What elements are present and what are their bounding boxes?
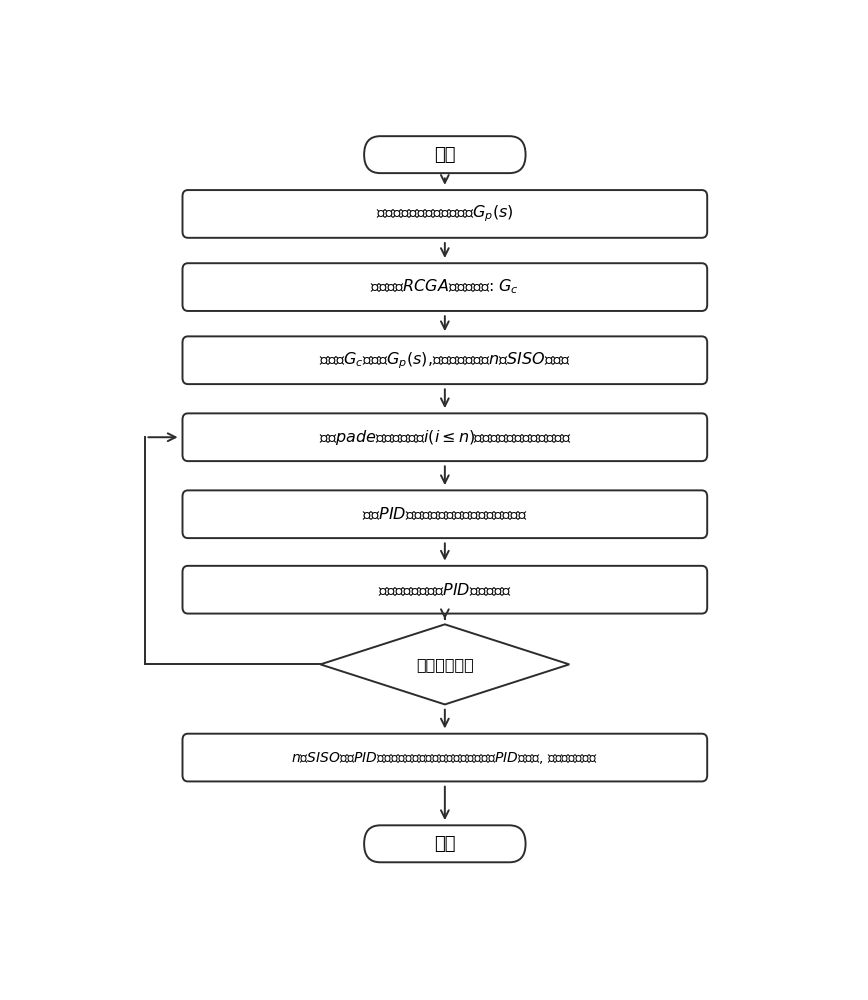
Text: 多变量强耦合时滞系统建模$G_p(s)$: 多变量强耦合时滞系统建模$G_p(s)$ xyxy=(376,204,514,224)
FancyBboxPatch shape xyxy=(182,566,707,614)
Text: 补偿器$G_c$作用于$G_p(s)$,被控对象近似为$n$个$SISO$子回路: 补偿器$G_c$作用于$G_p(s)$,被控对象近似为$n$个$SISO$子回路 xyxy=(319,350,570,371)
FancyBboxPatch shape xyxy=(182,413,707,461)
FancyBboxPatch shape xyxy=(182,734,707,781)
FancyBboxPatch shape xyxy=(365,136,526,173)
Polygon shape xyxy=(320,624,569,704)
Text: 结束: 结束 xyxy=(434,835,456,853)
Text: 设置$PID$控制器，求取闭环系统特征多项式: 设置$PID$控制器，求取闭环系统特征多项式 xyxy=(362,506,528,523)
Text: $n$个$SISO$系统$PID$参数应用于插入补偿器的多变量系统的$PID$控制器, 实现原系统控制: $n$个$SISO$系统$PID$参数应用于插入补偿器的多变量系统的$PID$控… xyxy=(292,750,598,766)
FancyBboxPatch shape xyxy=(182,263,707,311)
FancyBboxPatch shape xyxy=(182,490,707,538)
Text: 满足迭代次数: 满足迭代次数 xyxy=(416,657,474,672)
Text: 频域基于$RCGA$设计补偿器: $G_c$: 频域基于$RCGA$设计补偿器: $G_c$ xyxy=(371,278,519,296)
FancyBboxPatch shape xyxy=(182,190,707,238)
FancyBboxPatch shape xyxy=(182,336,707,384)
Text: 开始: 开始 xyxy=(434,146,456,164)
Text: 基于稳定系数确定$PID$控制器参数: 基于稳定系数确定$PID$控制器参数 xyxy=(378,581,511,598)
FancyBboxPatch shape xyxy=(365,825,526,862)
Text: 利用$pade$近似方法对第$i$($i\leq n$)个子回路时滞环节进行处理: 利用$pade$近似方法对第$i$($i\leq n$)个子回路时滞环节进行处理 xyxy=(319,428,571,447)
